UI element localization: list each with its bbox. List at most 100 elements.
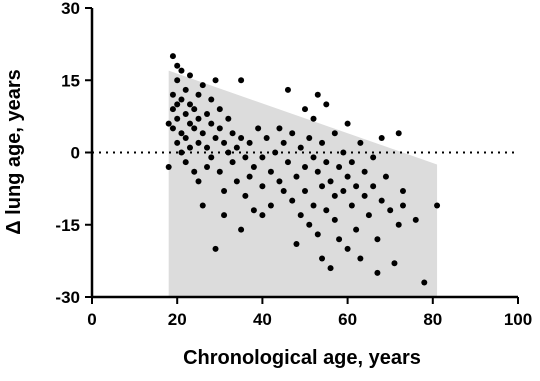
point: [195, 178, 202, 185]
point: [212, 245, 219, 252]
y-tick-label: 30: [61, 0, 80, 18]
point: [182, 135, 189, 142]
point: [399, 188, 406, 195]
point: [169, 53, 176, 60]
point: [327, 265, 334, 272]
y-tick-label: -30: [55, 288, 80, 307]
point: [216, 106, 223, 113]
point: [199, 202, 206, 209]
point: [323, 207, 330, 214]
point: [323, 101, 330, 108]
point: [331, 130, 338, 137]
point: [319, 139, 326, 146]
point: [216, 168, 223, 175]
point: [353, 226, 360, 233]
point: [238, 135, 245, 142]
point: [191, 125, 198, 132]
point: [365, 212, 372, 219]
point: [199, 82, 206, 89]
point: [310, 154, 317, 161]
point: [280, 188, 287, 195]
point: [374, 236, 381, 243]
point: [259, 154, 266, 161]
point: [421, 279, 428, 286]
y-axis-label: Δ lung age, years: [3, 69, 25, 235]
point: [250, 163, 257, 170]
point: [174, 77, 181, 84]
point: [229, 130, 236, 137]
point: [323, 159, 330, 166]
point: [186, 72, 193, 79]
point: [191, 168, 198, 175]
point: [208, 154, 215, 161]
point: [246, 139, 253, 146]
point: [306, 135, 313, 142]
point: [276, 125, 283, 132]
point: [221, 139, 228, 146]
point: [229, 159, 236, 166]
point: [186, 101, 193, 108]
point: [293, 241, 300, 248]
point: [336, 163, 343, 170]
point: [344, 173, 351, 180]
point: [169, 106, 176, 113]
point: [302, 188, 308, 195]
point: [263, 135, 270, 142]
point: [361, 168, 368, 175]
point: [289, 130, 296, 137]
y-tick-label: -15: [55, 216, 80, 235]
y-tick-label: 0: [71, 144, 80, 163]
point: [267, 168, 274, 175]
point: [336, 236, 343, 243]
point: [395, 221, 402, 228]
point: [327, 178, 334, 185]
point: [314, 168, 321, 175]
point: [225, 149, 232, 156]
point: [387, 207, 394, 214]
point: [378, 135, 385, 142]
point: [382, 173, 389, 180]
point: [319, 183, 326, 190]
point: [331, 192, 338, 199]
point: [178, 67, 185, 74]
point: [186, 144, 193, 151]
point: [289, 197, 296, 204]
point: [242, 154, 249, 161]
point: [276, 178, 283, 185]
point: [297, 212, 304, 219]
point: [221, 188, 228, 195]
point: [357, 255, 364, 262]
point: [195, 139, 202, 146]
point: [284, 159, 291, 166]
point: [208, 120, 215, 127]
point: [216, 125, 223, 132]
point: [199, 130, 206, 137]
point: [374, 269, 381, 276]
point: [348, 202, 355, 209]
point: [434, 202, 441, 209]
point: [174, 101, 181, 108]
point: [195, 91, 202, 98]
point: [174, 139, 181, 146]
point: [267, 202, 274, 209]
point: [357, 139, 364, 146]
x-tick-label: 60: [338, 310, 357, 329]
point: [204, 163, 211, 170]
point: [250, 207, 257, 214]
point: [233, 144, 240, 151]
point: [272, 149, 279, 156]
point: [348, 159, 355, 166]
point: [331, 216, 338, 223]
point: [302, 106, 308, 113]
point: [212, 77, 219, 84]
point: [293, 173, 300, 180]
x-tick-label: 100: [504, 310, 532, 329]
point: [353, 183, 360, 190]
point: [174, 62, 181, 69]
point: [399, 202, 406, 209]
point: [182, 110, 189, 117]
point: [259, 183, 266, 190]
point: [344, 120, 351, 127]
x-tick-label: 0: [87, 310, 96, 329]
